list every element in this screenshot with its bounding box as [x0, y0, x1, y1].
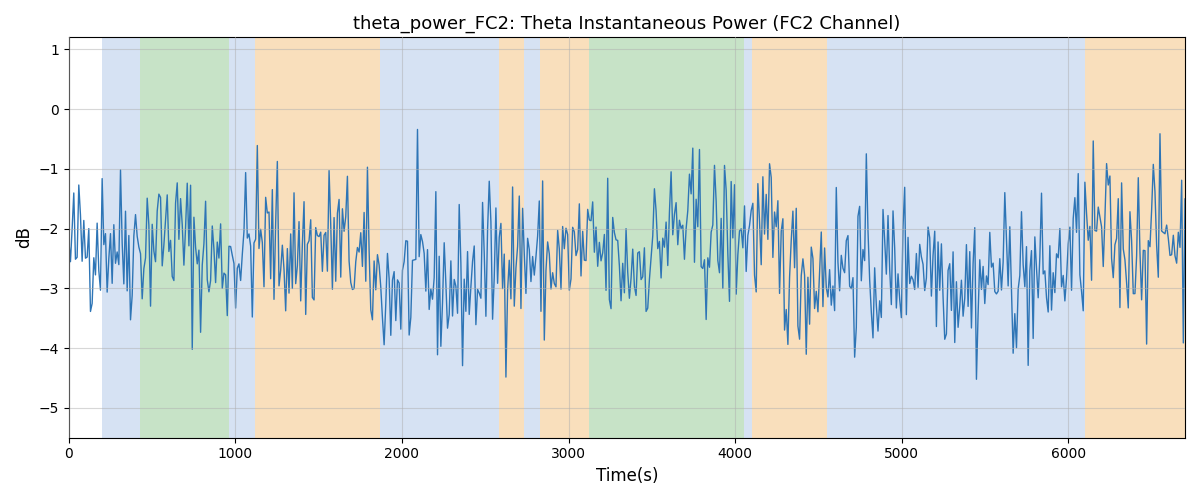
Bar	[102, 38, 140, 438]
Bar	[229, 38, 256, 438]
Bar	[540, 38, 588, 438]
Bar	[523, 38, 540, 438]
Bar	[1085, 38, 1184, 438]
Y-axis label: dB: dB	[16, 226, 34, 248]
Bar	[499, 38, 523, 438]
Bar	[827, 38, 1085, 438]
Bar	[380, 38, 499, 438]
Bar	[256, 38, 380, 438]
Bar	[744, 38, 752, 438]
Bar	[752, 38, 827, 438]
Title: theta_power_FC2: Theta Instantaneous Power (FC2 Channel): theta_power_FC2: Theta Instantaneous Pow…	[353, 15, 900, 34]
Bar	[588, 38, 744, 438]
Bar	[140, 38, 229, 438]
X-axis label: Time(s): Time(s)	[595, 467, 658, 485]
